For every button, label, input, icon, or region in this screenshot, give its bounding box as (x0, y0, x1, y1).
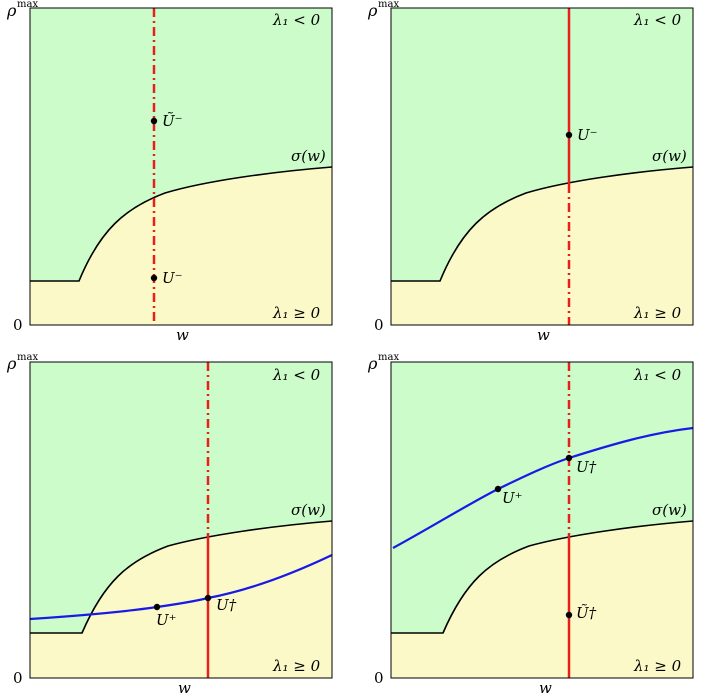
x-axis-label: w (539, 679, 552, 696)
y-axis-top-label: ρ (6, 354, 17, 373)
y-axis-zero: 0 (374, 316, 384, 334)
region-label-lower: λ₁ ≥ 0 (633, 304, 682, 322)
point-u-plus (494, 485, 502, 493)
point-label: U⁻ (162, 269, 183, 287)
sigma-curve (30, 166, 332, 282)
lower-region (391, 167, 693, 325)
y-axis-top-sup: max (17, 0, 38, 10)
curve-label: σ(w) (652, 147, 687, 165)
region-label-upper: λ₁ < 0 (272, 11, 321, 29)
panel-1: Ũ⁻ U⁻ λ₁ < 0 λ₁ ≥ 0 σ(w) ρ max 0 w (6, 0, 333, 344)
point-u-dagger (565, 454, 573, 462)
plot-frame (29, 7, 333, 326)
region-label-upper: λ₁ < 0 (633, 11, 682, 29)
y-axis-top-label: ρ (6, 1, 17, 20)
point-label: U⁻ (577, 126, 598, 144)
point-u-tilde-dagger (565, 611, 573, 619)
blue-curve (30, 554, 332, 621)
sigma-curve (391, 166, 693, 282)
panel-2: U⁻ λ₁ < 0 λ₁ ≥ 0 σ(w) ρ max 0 w (367, 0, 694, 344)
point-u-tilde-minus (150, 117, 158, 125)
panel-3: U⁺ U† λ₁ < 0 λ₁ ≥ 0 σ(w) ρ max 0 w (6, 352, 333, 696)
lower-region (30, 521, 332, 678)
lower-region (30, 167, 332, 325)
point-label: Ũ† (576, 604, 597, 622)
region-label-upper: λ₁ < 0 (272, 366, 321, 384)
region-label-lower: λ₁ ≥ 0 (272, 304, 321, 322)
x-axis-label: w (176, 326, 189, 344)
x-axis-label: w (178, 679, 191, 696)
point-u-plus (153, 603, 161, 611)
plot-frame (390, 361, 694, 679)
point-label: U† (216, 596, 237, 614)
y-axis-top-sup: max (17, 352, 38, 363)
point-u-minus (565, 131, 573, 139)
region-label-lower: λ₁ ≥ 0 (633, 657, 682, 675)
y-axis-top-label: ρ (367, 1, 378, 20)
point-label: Ũ⁻ (162, 112, 183, 130)
y-axis-top-sup: max (378, 0, 399, 10)
y-axis-zero: 0 (374, 669, 384, 687)
plot-frame (390, 7, 694, 326)
y-axis-top-sup: max (378, 352, 399, 363)
sigma-curve (391, 520, 693, 634)
blue-curve (392, 426, 693, 549)
y-axis-top-label: ρ (367, 354, 378, 373)
y-axis-zero: 0 (13, 316, 23, 334)
region-label-upper: λ₁ < 0 (633, 366, 682, 384)
region-label-lower: λ₁ ≥ 0 (272, 657, 321, 675)
curve-label: σ(w) (291, 147, 326, 165)
point-u-minus (150, 274, 158, 282)
point-label: U⁺ (502, 489, 523, 507)
x-axis-label: w (537, 326, 550, 344)
plot-frame (29, 361, 333, 679)
curve-label: σ(w) (291, 501, 326, 519)
point-label: U† (576, 458, 597, 476)
y-axis-zero: 0 (13, 669, 23, 687)
point-u-dagger (204, 594, 212, 602)
point-label: U⁺ (156, 611, 177, 629)
lower-region (391, 521, 693, 678)
curve-label: σ(w) (652, 501, 687, 519)
sigma-curve (30, 520, 332, 634)
panel-4: U⁺ U† Ũ† λ₁ < 0 λ₁ ≥ 0 σ(w) ρ max 0 w (367, 352, 694, 696)
